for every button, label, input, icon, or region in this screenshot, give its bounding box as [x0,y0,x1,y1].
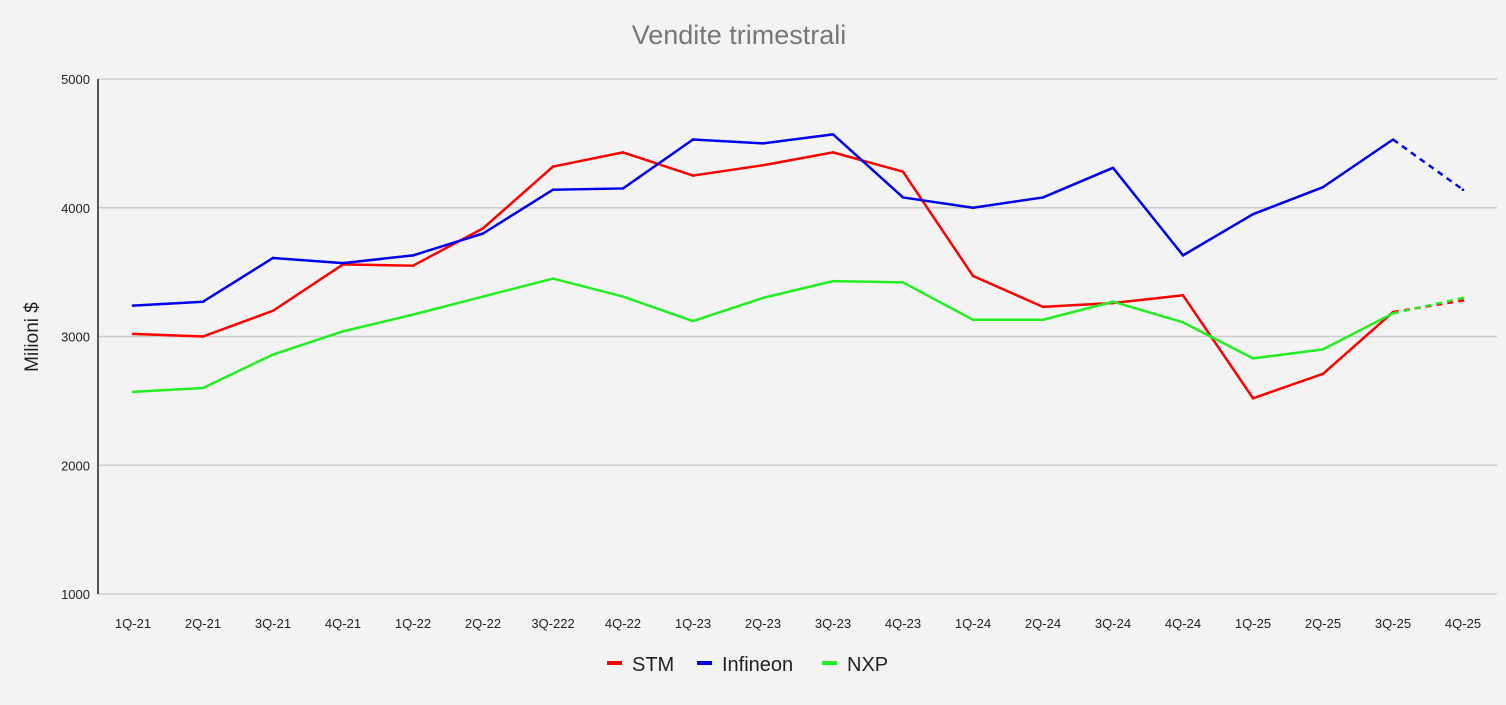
legend-swatch-infineon [697,661,712,665]
x-tick-label: 3Q-25 [1375,616,1411,631]
data-point [691,138,695,141]
data-point [831,279,835,283]
x-tick-label: 2Q-21 [185,616,221,631]
y-tick-label: 5000 [61,72,90,87]
x-tick-label: 3Q-21 [255,616,291,631]
data-point [411,313,415,316]
data-point [411,254,415,257]
data-point [691,319,695,323]
data-point [761,163,765,167]
data-point [901,170,905,173]
y-tick-label: 4000 [61,201,90,216]
x-tick-label: 2Q-25 [1305,616,1341,631]
data-point [1321,348,1325,351]
data-point [1461,296,1465,300]
legend-swatch-stm [607,661,622,665]
x-tick-label: 3Q-222 [531,616,574,631]
x-tick-label: 1Q-23 [675,616,711,631]
data-point [131,332,135,336]
x-tick-label: 1Q-24 [955,616,991,631]
data-point [971,274,975,278]
data-point [1461,188,1465,192]
y-axis-label: Milioni $ [22,302,43,372]
data-point [341,330,345,333]
data-point [1181,254,1185,257]
chart-title: Vendite trimestrali [632,20,847,50]
series-line-infineon [132,133,1394,307]
legend-label: Infineon [722,654,793,676]
data-point [481,295,485,298]
y-tick-label: 1000 [61,587,90,602]
x-tick-label: 1Q-22 [395,616,431,631]
x-tick-label: 4Q-22 [605,616,641,631]
y-tick-label: 3000 [61,330,90,345]
data-point [1321,372,1325,376]
data-point [1251,212,1255,216]
series-forecast-infineon [1392,138,1464,191]
data-point [901,196,905,199]
data-point [271,353,275,356]
data-point [831,133,835,136]
data-point [1041,318,1045,322]
data-point [691,174,695,177]
x-tick-label: 4Q-21 [325,616,361,631]
data-point [1461,299,1465,302]
data-point [1181,294,1185,297]
x-tick-label: 3Q-23 [815,616,851,631]
legend-label: NXP [847,654,888,676]
data-point [1251,357,1255,360]
data-point [271,256,275,260]
data-point [1391,138,1395,141]
data-point [341,261,345,265]
data-point [971,318,975,322]
x-tick-label: 1Q-25 [1235,616,1271,631]
data-point [411,264,415,267]
x-tick-label: 1Q-21 [115,616,151,631]
data-point [1251,397,1255,400]
data-point [201,300,205,304]
data-point [761,142,765,145]
legend: STM Infineon NXP [607,654,888,676]
data-point [551,188,555,192]
data-point [271,309,275,313]
legend-swatch-nxp [822,661,837,665]
data-point [481,232,485,235]
x-tick-label: 4Q-23 [885,616,921,631]
data-point [1181,321,1185,324]
series-forecast-nxp [1392,296,1464,315]
series-line-nxp [132,277,1394,394]
data-point [1041,305,1045,309]
x-tick-label: 4Q-25 [1445,616,1481,631]
data-point [831,151,835,154]
data-point [971,206,975,210]
data-point [481,227,485,230]
data-point [1111,300,1115,304]
data-point [551,277,555,280]
y-tick-label: 2000 [61,458,90,473]
x-tick-label: 4Q-24 [1165,616,1201,631]
legend-label: STM [632,654,674,676]
data-point [621,187,625,190]
data-point [761,296,765,300]
data-point [621,151,625,154]
data-point [621,295,625,298]
x-tick-label: 2Q-23 [745,616,781,631]
data-point [201,386,205,390]
data-point [551,165,555,168]
data-point [131,390,135,394]
data-point [1111,166,1115,170]
data-point [131,304,135,307]
data-point [1391,312,1395,315]
data-point [901,281,905,284]
x-tick-label: 2Q-22 [465,616,501,631]
x-tick-label: 2Q-24 [1025,616,1061,631]
data-point [201,335,205,338]
data-point [1041,196,1045,199]
series-line-stm [132,151,1394,400]
data-point [1321,185,1325,189]
x-tick-label: 3Q-24 [1095,616,1131,631]
